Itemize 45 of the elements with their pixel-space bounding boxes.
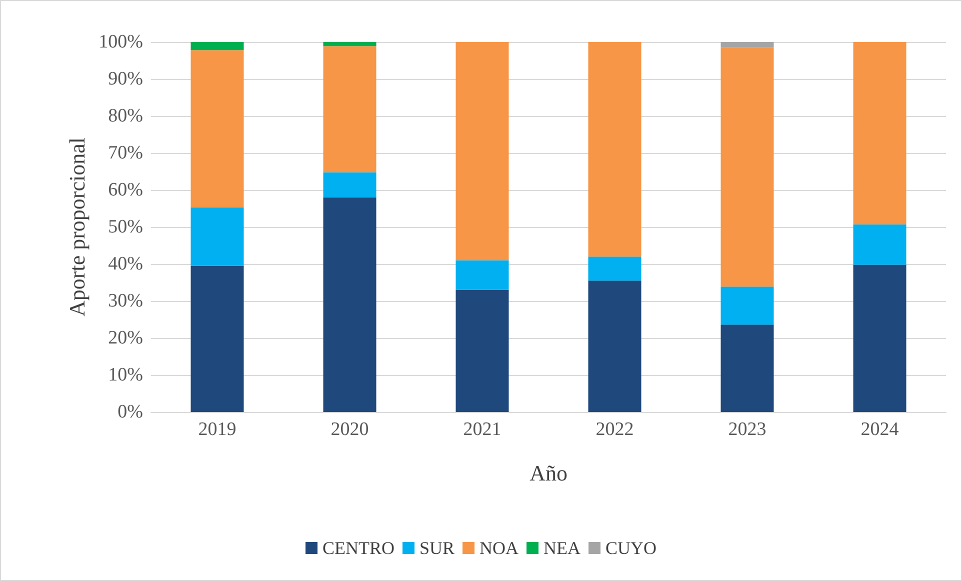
x-tick-label: 2022 (596, 419, 634, 440)
y-tick-label: 70% (108, 142, 144, 164)
legend-label: NEA (544, 538, 581, 558)
y-tick-label: 0% (118, 402, 144, 422)
bar (456, 260, 509, 290)
y-tick-label: 10% (108, 364, 144, 386)
bar (190, 50, 244, 208)
y-tick-label: 100% (98, 32, 144, 52)
legend-label: NOA (480, 538, 519, 558)
bar (190, 42, 244, 50)
y-tick-label: 80% (108, 106, 144, 126)
bar (720, 286, 774, 325)
legend-label: SUR (419, 538, 455, 558)
bar (853, 42, 906, 224)
bar (720, 324, 774, 412)
x-tick-label: 2020 (330, 419, 369, 440)
y-tick-label: 20% (108, 328, 144, 348)
x-tick-label: 2021 (463, 419, 502, 440)
bar (323, 197, 376, 412)
x-tick-label: 2024 (860, 419, 900, 440)
bar (720, 42, 774, 48)
legend-label: CUYO (606, 538, 657, 558)
bar (190, 207, 244, 266)
bar (720, 47, 774, 287)
bar (323, 46, 376, 172)
y-tick-label: 90% (108, 68, 144, 90)
bar (456, 290, 509, 412)
y-tick-label: 50% (108, 216, 144, 238)
bar (323, 42, 376, 46)
x-tick-label: 2023 (728, 419, 766, 440)
bar (853, 264, 906, 412)
bar (190, 266, 244, 412)
x-tick-label: 2019 (198, 419, 236, 440)
bar (588, 256, 642, 281)
y-axis-title: Aporte proporcional (64, 138, 90, 316)
bar (588, 280, 642, 412)
bar (323, 172, 376, 198)
y-tick-label: 40% (108, 254, 144, 274)
x-axis-title: Año (530, 460, 568, 486)
legend-label: CENTRO (322, 538, 394, 558)
bar (853, 224, 906, 265)
bar (588, 42, 642, 257)
bar (456, 42, 509, 260)
y-tick-label: 30% (108, 290, 144, 312)
y-tick-label: 60% (108, 180, 144, 200)
